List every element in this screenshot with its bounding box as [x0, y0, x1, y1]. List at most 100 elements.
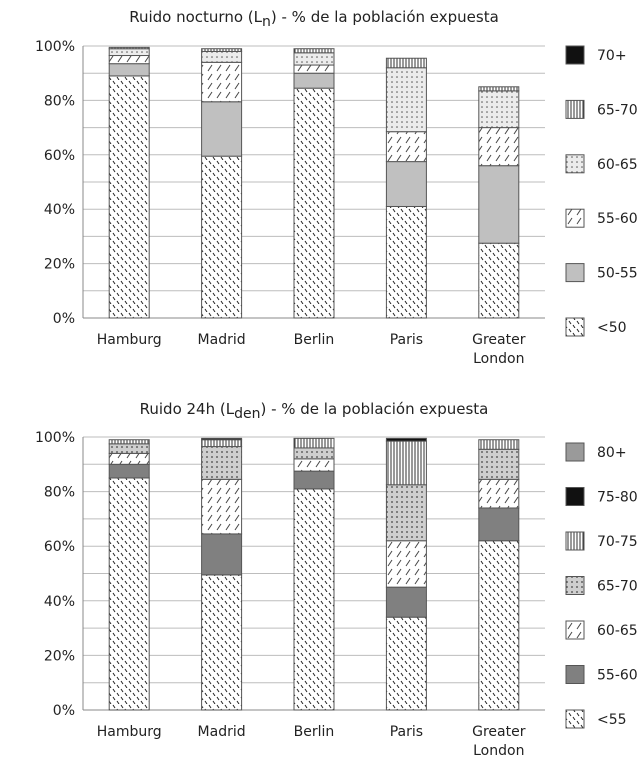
legend-swatch — [565, 317, 585, 337]
bar-segment — [478, 540, 520, 711]
bar-segment — [478, 478, 520, 509]
x-tick-label: Berlin — [294, 332, 335, 348]
bar-segment — [108, 452, 150, 465]
bar-segment — [293, 52, 335, 66]
bar-segment — [293, 488, 335, 711]
legend-label: 75-80 — [597, 490, 638, 506]
bar-segment — [385, 616, 427, 711]
legend-label: <55 — [597, 712, 627, 728]
legend-swatch — [565, 531, 585, 551]
x-tick-label: Hamburg — [97, 332, 162, 348]
x-tick-label: Paris — [390, 724, 423, 740]
bar-segment — [108, 63, 150, 77]
legend-swatch — [565, 99, 585, 119]
bar-segment — [293, 72, 335, 89]
legend-swatch — [565, 208, 585, 228]
y-tick-label: 80% — [44, 93, 75, 109]
legend-label: 65-70 — [597, 579, 638, 595]
bar-segment — [478, 127, 520, 167]
bar-segment — [201, 478, 243, 535]
legend-swatch — [565, 665, 585, 684]
bar-segment — [478, 242, 520, 319]
y-tick-label: 0% — [53, 703, 75, 719]
chart-title: Ruido nocturno (Ln) - % de la población … — [129, 8, 499, 30]
bar-segment — [108, 477, 150, 711]
bar-segment — [201, 533, 243, 576]
legend-swatch — [565, 487, 585, 506]
bar-segment — [108, 55, 150, 65]
bar-segment — [201, 574, 243, 711]
y-tick-label: 60% — [44, 539, 75, 555]
bar-segment — [108, 443, 150, 454]
legend-swatch — [565, 576, 585, 595]
x-tick-label: Madrid — [198, 332, 246, 348]
legend-swatch — [565, 263, 585, 283]
y-tick-label: 40% — [44, 594, 75, 610]
x-tick-label: Greater London — [472, 332, 526, 367]
legend-label: 60-65 — [597, 623, 638, 639]
bar-segment — [293, 437, 335, 449]
x-tick-label: Madrid — [198, 724, 246, 740]
bar-segment — [201, 437, 243, 441]
night-noise-chart: Ruido nocturno (Ln) - % de la población … — [35, 8, 638, 367]
legend-swatch — [565, 709, 585, 729]
bar-segment — [478, 86, 520, 92]
y-tick-label: 100% — [35, 430, 75, 446]
bar-segment — [385, 586, 427, 618]
bar-segment — [201, 48, 243, 52]
bar-segment — [201, 101, 243, 157]
bar-segment — [108, 46, 150, 50]
bar-segment — [385, 440, 427, 486]
y-tick-label: 20% — [44, 257, 75, 273]
legend-label: 60-65 — [597, 157, 638, 173]
x-tick-label: Greater London — [472, 724, 526, 759]
bar-segment — [108, 48, 150, 57]
bar-segment — [201, 61, 243, 103]
bar-segment — [108, 463, 150, 479]
bar-segment — [293, 48, 335, 54]
legend-label: 55-60 — [597, 668, 638, 684]
legend-label: 50-55 — [597, 266, 638, 282]
bar-segment — [201, 50, 243, 63]
legend-label: 65-70 — [597, 102, 638, 118]
bar-segment — [385, 437, 427, 442]
bar-segment — [385, 161, 427, 207]
bar-segment — [293, 87, 335, 319]
bar-segment — [293, 447, 335, 460]
bar-segment — [478, 439, 520, 450]
x-tick-label: Paris — [390, 332, 423, 348]
legend-label: 70+ — [597, 48, 627, 64]
y-tick-label: 20% — [44, 648, 75, 664]
legend-swatch — [565, 620, 585, 640]
bar-segment — [201, 446, 243, 480]
legend-swatch — [565, 154, 585, 174]
legend-label: 80+ — [597, 445, 627, 461]
legend-label: 55-60 — [597, 211, 638, 227]
bar-segment — [385, 205, 427, 319]
legend-label: <50 — [597, 320, 627, 336]
legend-swatch — [565, 45, 585, 65]
bar-segment — [108, 439, 150, 445]
bar-segment — [201, 155, 243, 319]
x-tick-label: Hamburg — [97, 724, 162, 740]
y-tick-label: 100% — [35, 39, 75, 55]
bar-segment — [385, 484, 427, 542]
bar-segment — [478, 165, 520, 244]
bar-segment — [385, 131, 427, 163]
bar-segment — [293, 470, 335, 490]
bar-segment — [478, 90, 520, 129]
legend-label: 70-75 — [597, 534, 638, 550]
legend-swatch — [565, 442, 585, 462]
bar-segment — [201, 439, 243, 448]
y-tick-label: 40% — [44, 202, 75, 218]
bar-segment — [293, 64, 335, 74]
y-tick-label: 0% — [53, 311, 75, 327]
bar-segment — [478, 507, 520, 542]
day-evening-night-noise-chart: Ruido 24h (Lden) - % de la población exp… — [35, 400, 638, 759]
bar-segment — [478, 448, 520, 480]
y-tick-label: 80% — [44, 485, 75, 501]
bar-segment — [385, 57, 427, 69]
bar-segment — [385, 540, 427, 588]
x-tick-label: Berlin — [294, 724, 335, 740]
